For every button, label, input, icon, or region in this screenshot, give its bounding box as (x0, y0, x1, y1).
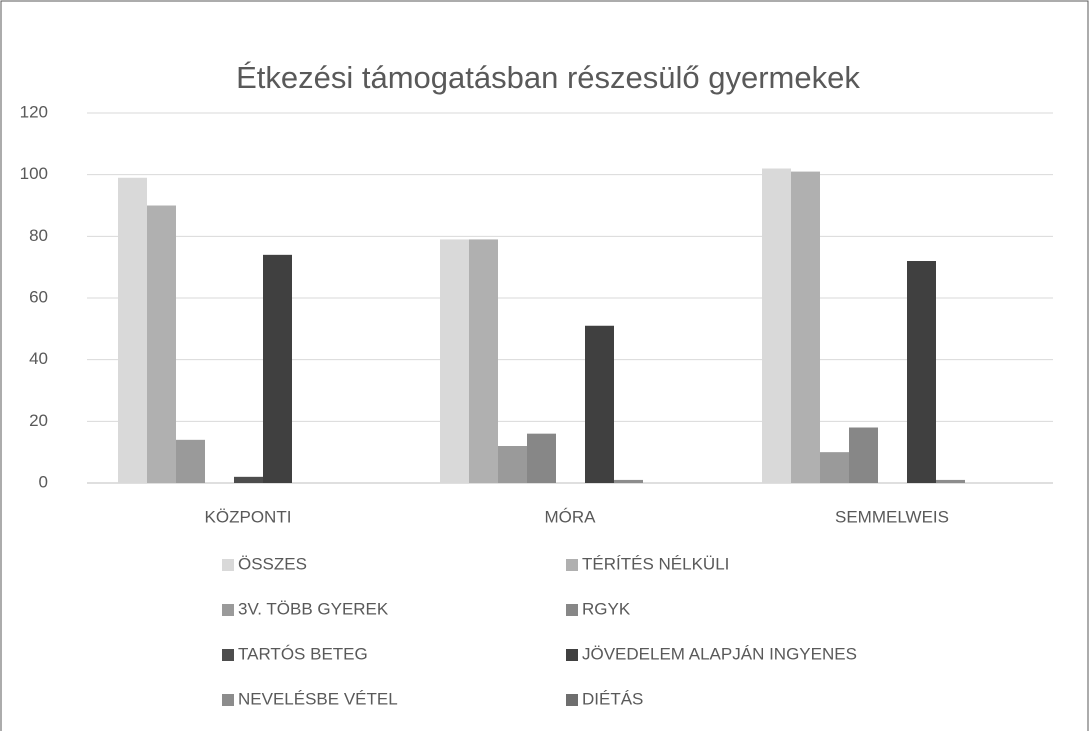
x-tick-label: SEMMELWEIS (835, 507, 949, 526)
legend-label: ÖSSZES (238, 554, 307, 573)
legend-label: TARTÓS BETEG (238, 644, 368, 663)
legend-swatch (566, 694, 578, 706)
y-tick-label: 40 (29, 349, 48, 368)
bar (527, 433, 556, 483)
bar (907, 261, 936, 483)
legend-label: NEVELÉSBE VÉTEL (238, 689, 398, 708)
y-tick-label: 0 (39, 472, 48, 491)
bar (585, 325, 614, 483)
x-tick-label: MÓRA (545, 507, 597, 526)
bar (498, 446, 527, 483)
y-tick-label: 100 (20, 164, 48, 183)
legend-swatch (566, 604, 578, 616)
chart-title: Étkezési támogatásban részesülő gyermeke… (236, 60, 860, 95)
x-tick-label: KÖZPONTI (205, 507, 292, 526)
legend-swatch (566, 559, 578, 571)
legend-swatch (222, 649, 234, 661)
bar (118, 177, 147, 483)
bar (936, 479, 965, 483)
legend-swatch (566, 649, 578, 661)
bar (176, 439, 205, 483)
bar (440, 239, 469, 483)
y-tick-label: 80 (29, 226, 48, 245)
bar (147, 205, 176, 483)
legend-swatch (222, 604, 234, 616)
legend-swatch (222, 694, 234, 706)
legend-label: JÖVEDELEM ALAPJÁN INGYENES (582, 644, 857, 663)
bar (263, 254, 292, 483)
legend-label: TÉRÍTÉS NÉLKÜLI (582, 554, 729, 573)
bar (791, 171, 820, 484)
y-tick-label: 120 (20, 102, 48, 121)
legend-swatch (222, 559, 234, 571)
y-tick-label: 20 (29, 411, 48, 430)
legend-label: 3V. TÖBB GYEREK (238, 599, 389, 618)
legend-label: DIÉTÁS (582, 689, 643, 708)
legend-label: RGYK (582, 599, 631, 618)
bar (762, 168, 791, 483)
bar (469, 239, 498, 483)
bar (849, 427, 878, 483)
y-tick-label: 60 (29, 287, 48, 306)
bar (234, 476, 263, 483)
bar (820, 452, 849, 483)
bar (614, 479, 643, 483)
